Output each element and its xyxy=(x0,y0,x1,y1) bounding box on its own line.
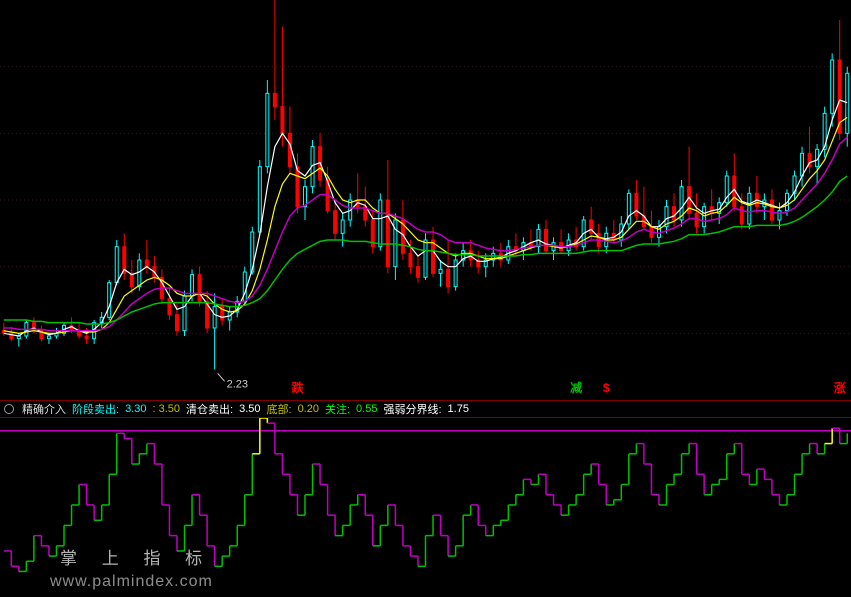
svg-text:涨: 涨 xyxy=(834,380,846,395)
watermark-text: 掌 上 指 标 xyxy=(60,544,212,569)
legend-label: 清仓卖出: xyxy=(186,401,233,417)
legend-label: 精确介入 xyxy=(22,401,66,417)
sub-chart-svg xyxy=(0,418,851,597)
main-chart-svg: 2.23 跌 减 $ 涨 xyxy=(0,0,851,400)
legend-label: 阶段卖出: xyxy=(72,401,119,417)
legend-label: : 3.50 xyxy=(152,403,180,415)
svg-text:2.23: 2.23 xyxy=(227,378,248,390)
legend-label: 强弱分界线: xyxy=(383,401,441,417)
main-candlestick-chart[interactable]: 2.23 跌 减 $ 涨 xyxy=(0,0,851,400)
legend-label: 关注: xyxy=(325,401,350,417)
legend-label: 底部: xyxy=(267,401,292,417)
indicator-legend-bar: 精确介入阶段卖出: 3.30 : 3.50 清仓卖出: 3.50 底部: 0.20 关注: 0.… xyxy=(0,400,851,418)
legend-label: 1.75 xyxy=(448,403,469,415)
legend-label: 0.55 xyxy=(356,403,377,415)
legend-label: 3.50 xyxy=(239,403,260,415)
watermark-url: www.palmindex.com xyxy=(50,573,213,591)
svg-text:$: $ xyxy=(603,381,610,395)
legend-label: 0.20 xyxy=(298,403,319,415)
svg-text:跌: 跌 xyxy=(291,380,304,395)
legend-label: 3.30 xyxy=(125,403,146,415)
sub-oscillator-chart[interactable]: 掌 上 指 标 www.palmindex.com xyxy=(0,418,851,597)
circle-icon xyxy=(4,404,14,414)
svg-text:减: 减 xyxy=(570,380,582,395)
